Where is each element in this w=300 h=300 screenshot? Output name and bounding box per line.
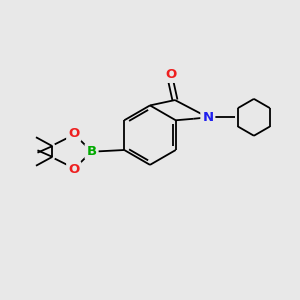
Text: N: N (202, 111, 213, 124)
Text: O: O (165, 68, 176, 81)
Text: O: O (68, 163, 80, 176)
Text: B: B (86, 145, 97, 158)
Text: O: O (68, 127, 80, 140)
